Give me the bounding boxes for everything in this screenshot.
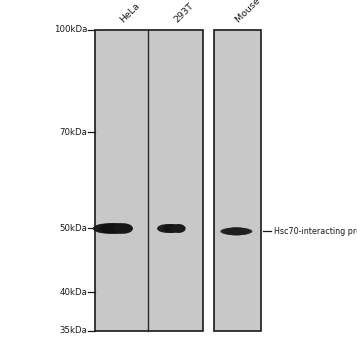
Ellipse shape: [114, 223, 133, 234]
Ellipse shape: [171, 224, 186, 233]
Bar: [214, 30, 261, 331]
Ellipse shape: [93, 223, 125, 234]
Text: 70kDa: 70kDa: [60, 127, 87, 136]
Text: 100kDa: 100kDa: [54, 25, 87, 34]
Ellipse shape: [223, 228, 250, 235]
Ellipse shape: [220, 228, 252, 235]
Text: Hsc70-interacting protein (HIP): Hsc70-interacting protein (HIP): [274, 227, 357, 236]
Bar: [95, 30, 203, 331]
Text: 35kDa: 35kDa: [60, 326, 87, 335]
Text: 293T: 293T: [172, 1, 196, 24]
Ellipse shape: [100, 223, 127, 234]
Text: Mouse brain: Mouse brain: [234, 0, 281, 25]
Ellipse shape: [106, 223, 129, 234]
Ellipse shape: [163, 224, 181, 233]
Text: HeLa: HeLa: [118, 1, 141, 25]
Text: 50kDa: 50kDa: [60, 224, 87, 233]
Text: 40kDa: 40kDa: [60, 288, 87, 297]
Ellipse shape: [157, 224, 178, 233]
